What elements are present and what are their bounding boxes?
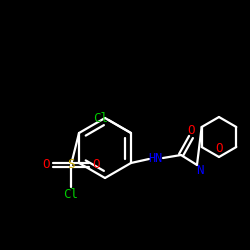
Text: Cl: Cl xyxy=(64,188,78,202)
Text: O: O xyxy=(92,158,100,172)
Text: N: N xyxy=(196,164,204,176)
Text: Cl: Cl xyxy=(93,112,108,124)
Text: HN: HN xyxy=(148,152,162,164)
Text: O: O xyxy=(42,158,50,172)
Text: S: S xyxy=(67,158,75,172)
Text: O: O xyxy=(187,124,195,136)
Text: O: O xyxy=(215,142,223,156)
